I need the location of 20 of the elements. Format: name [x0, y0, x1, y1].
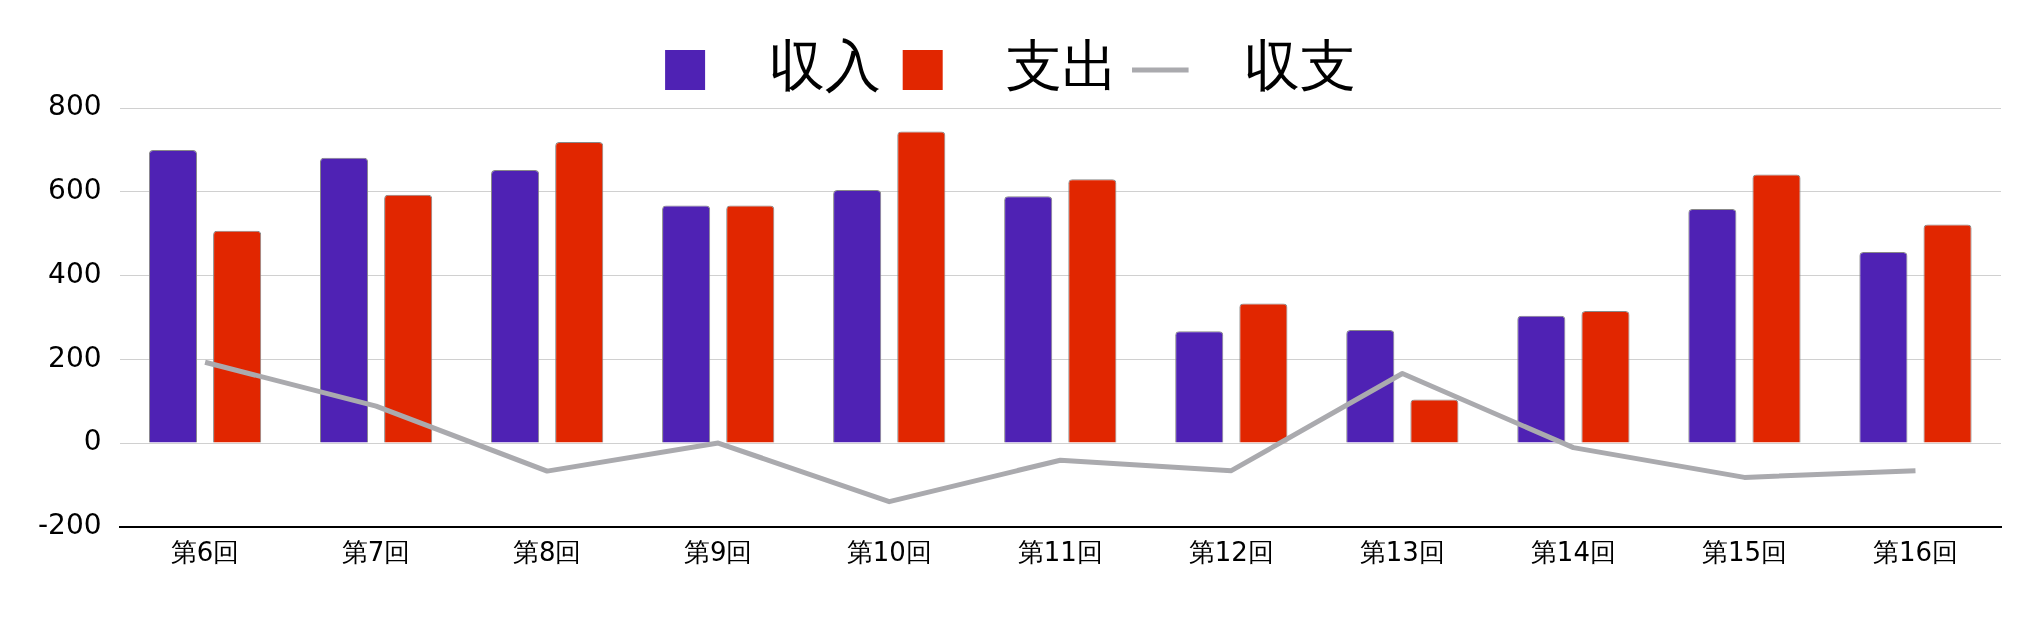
x-tick-label: 第12回: [1188, 537, 1274, 568]
x-tick-label: 第10回: [846, 537, 932, 568]
y-tick-label: 400: [48, 256, 102, 290]
x-tick-label: 第8回: [512, 537, 582, 568]
y-tick-label: 800: [48, 89, 102, 123]
x-tick-label: 第9回: [683, 537, 753, 568]
x-tick-label: 第14回: [1530, 537, 1616, 568]
y-tick-label: 600: [48, 173, 102, 207]
x-tick-label: 第16回: [1872, 537, 1959, 568]
y-tick-label: 200: [48, 340, 102, 374]
x-tick-label: 第7回: [341, 537, 411, 568]
legend-label: 収支: [1208, 32, 1356, 98]
x-tick-label: 第15回: [1701, 537, 1787, 568]
x-tick-label: 第11回: [1017, 537, 1103, 568]
x-tick-label: 第6回: [170, 537, 240, 568]
y-tick-label: -200: [38, 508, 102, 542]
legend-label: 収入: [733, 32, 881, 98]
y-tick-label: 0: [83, 424, 102, 458]
x-tick-label: 第13回: [1359, 537, 1445, 568]
legend-label: 支出: [970, 32, 1119, 98]
